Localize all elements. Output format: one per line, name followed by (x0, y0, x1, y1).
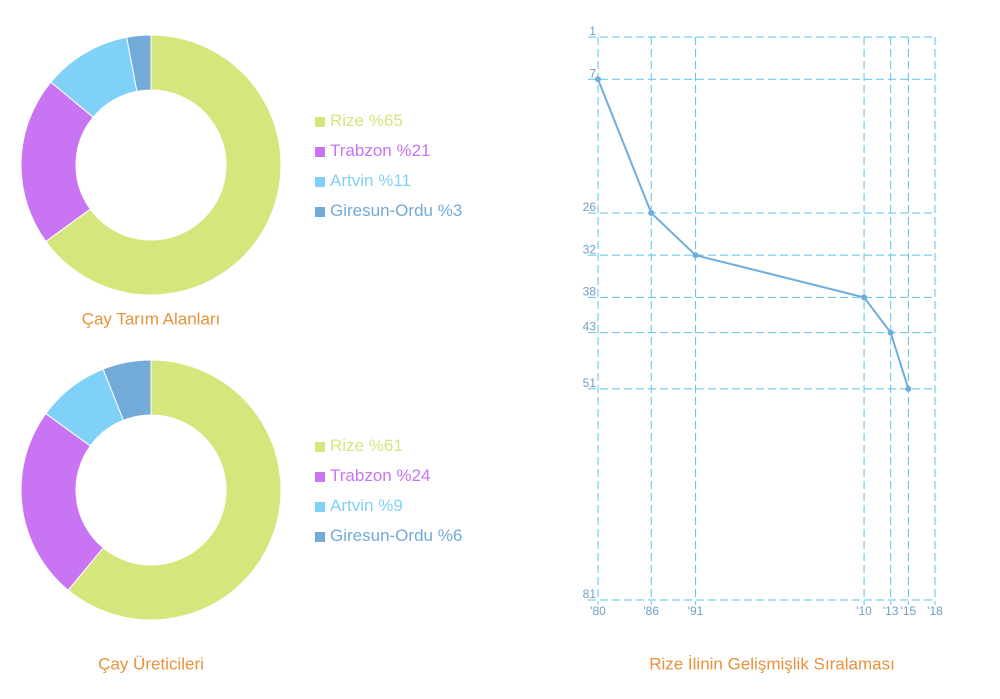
legend-swatch (315, 177, 325, 187)
donut-segment (126, 34, 152, 92)
y-tick-label: 43 (583, 320, 597, 334)
legend-value: %24 (396, 466, 430, 485)
y-tick-label: 81 (583, 587, 597, 601)
legend-entry: Trabzon %21 (330, 141, 431, 160)
chart-title: Çay Tarım Alanları (82, 309, 221, 328)
x-tick-label: '10 (856, 604, 872, 618)
legend-value: %3 (438, 201, 463, 220)
y-tick-label: 1 (589, 24, 596, 38)
point (905, 385, 912, 392)
legend-entry: Trabzon %24 (330, 466, 431, 485)
legend-entry: Rize %61 (330, 436, 403, 455)
legend-swatch (315, 207, 325, 217)
y-tick-label: 26 (583, 200, 597, 214)
legend-value: %21 (396, 141, 430, 160)
y-tick-label: 51 (583, 376, 597, 390)
legend-swatch (315, 442, 325, 452)
x-tick-label: '13 (883, 604, 899, 618)
legend-swatch (315, 147, 325, 157)
chart-title: Çay Üreticileri (98, 654, 204, 673)
y-tick-label: 7 (589, 66, 596, 80)
legend-swatch (315, 532, 325, 542)
x-tick-label: '91 (688, 604, 704, 618)
legend-entry: Giresun-Ordu %6 (330, 526, 462, 545)
legend-name: Giresun-Ordu (330, 526, 433, 545)
legend-swatch (315, 117, 325, 127)
legend-entry: Rize %65 (330, 111, 403, 130)
legend-value: %11 (378, 171, 411, 190)
legend-value: %9 (378, 496, 403, 515)
x-tick-label: '80 (590, 604, 606, 618)
y-tick-label: 38 (583, 285, 597, 299)
point (887, 329, 894, 336)
legend-name: Rize (330, 111, 364, 130)
legend-value: %61 (369, 436, 403, 455)
x-tick-label: '86 (643, 604, 659, 618)
x-tick-label: '15 (901, 604, 917, 618)
legend-name: Trabzon (330, 141, 392, 160)
point (692, 252, 699, 259)
legend-value: %6 (438, 526, 463, 545)
point (595, 76, 601, 83)
legend-value: %65 (369, 111, 403, 130)
chart-title: Rize İlinin Gelişmişlik Sıralaması (649, 654, 895, 673)
legend-swatch (315, 472, 325, 482)
legend-entry: Artvin %11 (330, 171, 411, 190)
legend-name: Trabzon (330, 466, 392, 485)
line (597, 78, 910, 390)
legend-name: Rize (330, 436, 364, 455)
y-tick-label: 32 (583, 242, 597, 256)
legend-name: Artvin (330, 171, 373, 190)
legend-entry: Artvin %9 (330, 496, 403, 515)
point (648, 209, 655, 216)
donut-segment (20, 412, 104, 591)
legend-name: Artvin (330, 496, 373, 515)
donut-segment (20, 81, 94, 243)
legend-entry: Giresun-Ordu %3 (330, 201, 462, 220)
legend-swatch (315, 502, 325, 512)
x-tick-label: '18 (927, 604, 943, 618)
donut-segment (67, 359, 282, 621)
point (861, 294, 868, 301)
donut-segment (102, 359, 152, 421)
donut-segment (45, 34, 282, 296)
legend-name: Giresun-Ordu (330, 201, 433, 220)
